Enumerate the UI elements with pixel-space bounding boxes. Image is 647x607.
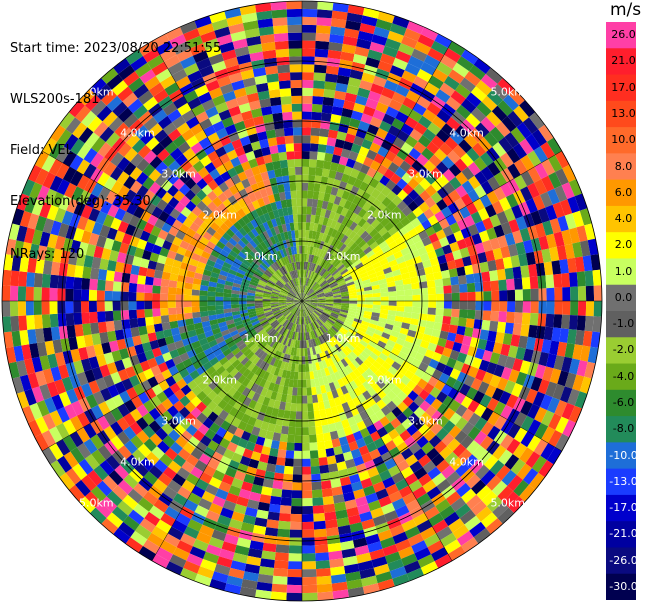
colorbar-tick-label: 2.0 (614, 238, 633, 252)
colorbar-band (606, 494, 636, 522)
colorbar-tick-label: 17.0 (611, 80, 636, 94)
ring-label: 3.0km (408, 414, 443, 427)
colorbar-band (606, 74, 636, 102)
azimuth-line (151, 300, 303, 561)
colorbar-band (606, 284, 636, 312)
instrument-name: WLS200s-181 (10, 92, 100, 107)
start-time: Start time: 2023/08/20 22:51:55 (10, 41, 222, 56)
colorbar-band (606, 100, 636, 128)
colorbar-tick-label: -21.0 (609, 527, 638, 541)
ppi-plot: 1.0km 1.0km 1.0km 1.0km 2.0km 2.0km 2.0km 2.0km… (1, 0, 603, 602)
ring-label: 3.0km (408, 168, 443, 181)
azimuth-line (301, 300, 562, 452)
ring-label: 3.0km (161, 168, 196, 181)
colorbar-band (606, 521, 636, 548)
azimuth-line (151, 41, 303, 302)
colorbar-band (606, 179, 636, 207)
colorbar-tick-label: -4.0 (612, 369, 635, 383)
colorbar-tick-label: 26.0 (611, 28, 636, 42)
colorbar-tick-label: -6.0 (612, 395, 635, 409)
ring-label: 3.0km (161, 414, 196, 427)
colorbar-band (606, 573, 636, 600)
ring-label: 1.0km (244, 332, 279, 345)
colorbar-band (606, 232, 636, 259)
colorbar-band (606, 416, 636, 443)
colorbar-band (606, 48, 636, 76)
ring-label: 4.0km (449, 126, 484, 139)
colorbar-band (606, 205, 636, 233)
colorbar-tick-label: -30.0 (609, 579, 638, 593)
colorbar-band (606, 389, 636, 417)
colorbar-tick-label: -10.0 (609, 448, 638, 462)
elevation: Elevation(deg): 35.30 (10, 194, 151, 209)
ring-label: 4.0km (120, 456, 155, 469)
ring-label: 4.0km (449, 456, 484, 469)
colorbar-tick-label: 4.0 (614, 212, 633, 226)
colorbar-tick-label: 13.0 (611, 106, 636, 120)
ring-label: 5.0km (490, 497, 525, 510)
colorbar-tick-label: 0.0 (614, 290, 633, 304)
ring-label: 2.0km (367, 373, 402, 386)
ring-label: 5.0km (79, 497, 114, 510)
colorbar-band (606, 547, 636, 575)
azimuth-line (42, 150, 303, 302)
colorbar-band (606, 153, 636, 181)
colorbar-tick-label: 10.0 (611, 133, 636, 147)
colorbar-band (606, 363, 636, 391)
azimuth-line (42, 300, 303, 452)
colorbar-tick-label: -1.0 (612, 317, 635, 331)
colorbar-tick-label: -2.0 (612, 343, 635, 357)
ring-label: 5.0km (490, 85, 525, 98)
azimuth-line (301, 150, 562, 302)
azimuth-line (301, 300, 453, 561)
colorbar-tick-label: 8.0 (614, 159, 633, 173)
ring-label: 2.0km (202, 373, 237, 386)
ppi-sectors (2, 1, 602, 601)
field-name: Field: VEL (10, 143, 73, 158)
colorbar-tick-label: -8.0 (612, 422, 635, 436)
nrays: NRays: 120 (10, 247, 85, 262)
colorbar-tick-label: -17.0 (609, 501, 638, 515)
ring-label: 1.0km (326, 332, 361, 345)
colorbar (606, 22, 636, 600)
ring-label: 2.0km (202, 209, 237, 222)
colorbar-band (606, 22, 636, 49)
colorbar-band (606, 442, 636, 470)
colorbar-title: m/s (610, 0, 642, 20)
colorbar-band (606, 127, 636, 154)
colorbar-tick-label: -26.0 (609, 553, 638, 567)
colorbar-band (606, 337, 636, 365)
colorbar-tick-label: 1.0 (614, 264, 633, 278)
colorbar-tick-label: 6.0 (614, 185, 633, 199)
ring-label: 5.0km (79, 85, 114, 98)
azimuth-line (301, 41, 453, 302)
ring-label: 4.0km (120, 126, 155, 139)
colorbar-band (606, 468, 636, 496)
colorbar-band (606, 258, 636, 286)
ring-label: 2.0km (367, 209, 402, 222)
colorbar-band (606, 311, 636, 338)
ring-label: 1.0km (244, 250, 279, 263)
ring-label: 1.0km (326, 250, 361, 263)
header-info: Start time: 2023/08/20 22:51:55 WLS200s-… (10, 6, 221, 280)
colorbar-tick-label: -13.0 (609, 474, 638, 488)
colorbar-tick-label: 21.0 (611, 54, 636, 68)
